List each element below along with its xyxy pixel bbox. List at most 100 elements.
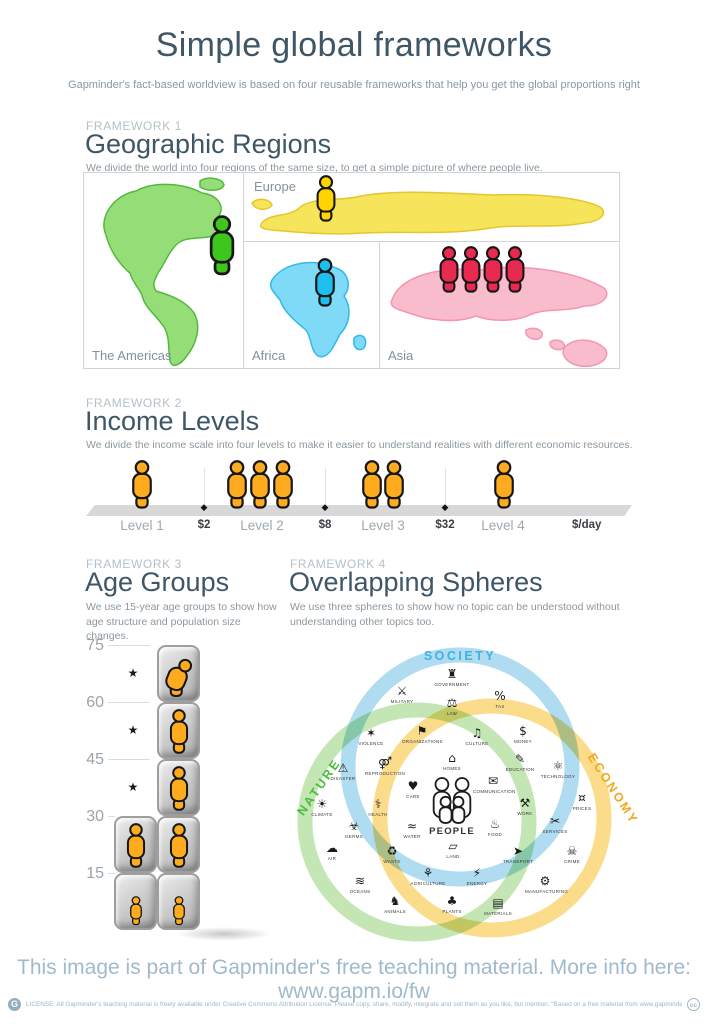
land-icon: ▱ LAND bbox=[433, 840, 473, 860]
income-threshold-label: $2 bbox=[197, 519, 211, 531]
age-axis-tick-line bbox=[108, 759, 150, 760]
person-icon bbox=[162, 654, 196, 698]
framework4-desc: We use three spheres to show how no topi… bbox=[290, 601, 620, 628]
energy-label: ENERGY bbox=[466, 881, 488, 886]
education-glyph: ✎ bbox=[514, 752, 526, 766]
animals-label: ANIMALS bbox=[384, 909, 406, 914]
water-label: WATER bbox=[403, 834, 421, 839]
communication-icon: ✉ COMMUNICATION bbox=[473, 775, 515, 795]
air-label: AIR bbox=[327, 856, 337, 861]
age-axis-tick-line bbox=[108, 816, 115, 817]
manufacturing-glyph: ⚙ bbox=[539, 874, 551, 888]
care-icon: ♥ CARE bbox=[393, 780, 433, 800]
framework2-kicker: FRAMEWORK 2 bbox=[86, 396, 182, 410]
reproduction-label: REPRODUCTION bbox=[365, 771, 406, 776]
oceans-label: OCEANS bbox=[349, 889, 371, 894]
income-level-label: Level 3 bbox=[361, 518, 405, 533]
age-axis-tick-label: 15 bbox=[86, 865, 104, 882]
tax-icon: % TAX bbox=[480, 689, 520, 710]
energy-glyph: ⚡ bbox=[472, 866, 482, 880]
violence-label: VIOLENCE bbox=[358, 741, 384, 746]
income-threshold-label: $8 bbox=[318, 519, 332, 531]
germs-glyph: ☣ bbox=[348, 819, 360, 833]
person-icon bbox=[312, 175, 340, 223]
violence-icon: ✶ VIOLENCE bbox=[351, 727, 391, 747]
income-level-label: Level 2 bbox=[240, 518, 284, 533]
materials-icon: ▤ MATERIALS bbox=[478, 896, 518, 917]
animals-icon: ♞ ANIMALS bbox=[375, 894, 415, 915]
age-group-box bbox=[114, 873, 157, 930]
materials-glyph: ▤ bbox=[492, 896, 504, 910]
gapminder-logo-icon: G bbox=[8, 998, 21, 1011]
overlapping-spheres-diagram: SOCIETY NATURE ECONOMY PEOPLE ♜ GOVERNMEN… bbox=[280, 630, 652, 965]
oceans-glyph: ≋ bbox=[354, 874, 366, 888]
economy-ring bbox=[372, 698, 612, 938]
income-scale: $/day ◆ $2 ◆ $8 ◆ $32 Level 1 Level 2 Level 3 Lev… bbox=[80, 460, 640, 545]
services-glyph: ✂ bbox=[549, 814, 561, 828]
homes-label: HOMES bbox=[442, 766, 461, 771]
age-axis-tick-label: 30 bbox=[86, 808, 104, 825]
organizations-glyph: ⚑ bbox=[416, 724, 428, 738]
age-groups-chart: 15 30 45 60 75 ★ ★ ★ bbox=[80, 637, 272, 973]
age-group-box bbox=[157, 645, 200, 702]
income-level-label: Level 1 bbox=[120, 518, 164, 533]
framework4-kicker: FRAMEWORK 4 bbox=[290, 557, 386, 571]
age-group-box bbox=[157, 702, 200, 759]
manufacturing-label: MANUFACTURING bbox=[525, 889, 569, 894]
person-icon bbox=[127, 460, 157, 510]
government-icon: ♜ GOVERNMENT bbox=[432, 667, 472, 688]
age-group-box bbox=[114, 816, 157, 873]
person-icon bbox=[437, 244, 461, 296]
age-axis-tick-line bbox=[108, 873, 115, 874]
law-label: LAW bbox=[446, 711, 458, 716]
disaster-icon: ⚠ DISASTER bbox=[323, 761, 363, 782]
air-icon: ☁ AIR bbox=[312, 842, 352, 862]
government-label: GOVERNMENT bbox=[434, 682, 470, 687]
waste-label: WASTE bbox=[383, 859, 401, 864]
climate-icon: ☀ CLIMATE bbox=[302, 798, 342, 818]
people-family-icon bbox=[428, 776, 476, 829]
income-unit-label: $/day bbox=[572, 519, 602, 531]
tax-glyph: % bbox=[494, 689, 506, 703]
technology-label: TECHNOLOGY bbox=[540, 774, 576, 779]
work-glyph: ⚒ bbox=[519, 796, 531, 810]
footer-banner: This image is part of Gapminder's free t… bbox=[17, 956, 691, 1003]
government-glyph: ♜ bbox=[446, 667, 458, 681]
plants-label: PLANTS bbox=[442, 909, 462, 914]
framework2-title: Income Levels bbox=[85, 406, 260, 436]
animals-glyph: ♞ bbox=[389, 894, 401, 908]
americas-landmass-icon bbox=[103, 177, 225, 367]
agriculture-label: AGRICULTURE bbox=[410, 881, 446, 886]
license-row: G LICENSE: All Gapminder's teaching mate… bbox=[8, 998, 700, 1011]
plants-icon: ♣ PLANTS bbox=[432, 895, 472, 915]
europe-people bbox=[312, 175, 340, 223]
society-ring bbox=[340, 647, 580, 887]
disaster-glyph: ⚠ bbox=[337, 761, 349, 775]
framework4-title: Overlapping Spheres bbox=[289, 567, 543, 597]
age-axis-tick-line bbox=[108, 702, 150, 703]
health-icon: ⚕ HEALTH bbox=[358, 797, 398, 818]
income-threshold-label: $32 bbox=[435, 519, 455, 531]
map-region-europe: Europe bbox=[244, 173, 619, 242]
world-map-panel: The Americas Europe Africa bbox=[83, 172, 620, 369]
person-icon bbox=[311, 258, 339, 308]
culture-glyph: ♫ bbox=[471, 726, 483, 740]
africa-people bbox=[311, 258, 339, 308]
work-icon: ⚒ WORK bbox=[505, 796, 545, 817]
star-icon: ★ bbox=[127, 666, 139, 680]
health-glyph: ⚕ bbox=[374, 797, 382, 811]
law-icon: ⚖ LAW bbox=[432, 697, 472, 717]
framework3-title: Age Groups bbox=[85, 567, 230, 597]
education-label: EDUCATION bbox=[505, 767, 535, 772]
money-label: MONEY bbox=[513, 739, 532, 744]
person-icon bbox=[459, 244, 483, 296]
income-threshold-marker-icon: ◆ bbox=[321, 503, 329, 513]
star-icon: ★ bbox=[127, 780, 139, 794]
license-text: LICENSE: All Gapminder's teaching materi… bbox=[26, 1001, 682, 1008]
europe-label: Europe bbox=[254, 179, 296, 194]
work-label: WORK bbox=[517, 811, 533, 816]
income-threshold-marker-icon: ◆ bbox=[441, 503, 449, 513]
transport-label: TRANSPORT bbox=[502, 859, 534, 864]
map-region-africa: Africa bbox=[244, 242, 380, 368]
